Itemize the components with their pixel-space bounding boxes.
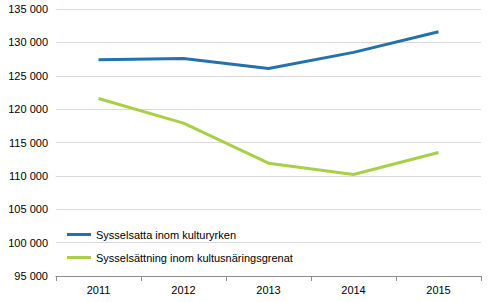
svg-text:95 000: 95 000 xyxy=(14,270,48,282)
svg-text:2014: 2014 xyxy=(341,284,365,296)
svg-text:2013: 2013 xyxy=(256,284,280,296)
svg-text:Sysselsättning inom kultusnäri: Sysselsättning inom kultusnäringsgrenat xyxy=(96,252,293,264)
svg-text:120 000: 120 000 xyxy=(8,103,48,115)
svg-text:Sysselsatta inom kulturyrken: Sysselsatta inom kulturyrken xyxy=(96,229,236,241)
svg-text:2015: 2015 xyxy=(426,284,450,296)
svg-text:110 000: 110 000 xyxy=(9,170,48,182)
svg-text:100 000: 100 000 xyxy=(8,237,48,249)
svg-text:130 000: 130 000 xyxy=(8,36,48,48)
svg-text:135 000: 135 000 xyxy=(8,3,48,15)
svg-text:105 000: 105 000 xyxy=(8,203,48,215)
svg-text:115 000: 115 000 xyxy=(9,137,48,149)
svg-text:125 000: 125 000 xyxy=(8,70,48,82)
svg-text:2011: 2011 xyxy=(87,284,111,296)
svg-text:2012: 2012 xyxy=(171,284,195,296)
